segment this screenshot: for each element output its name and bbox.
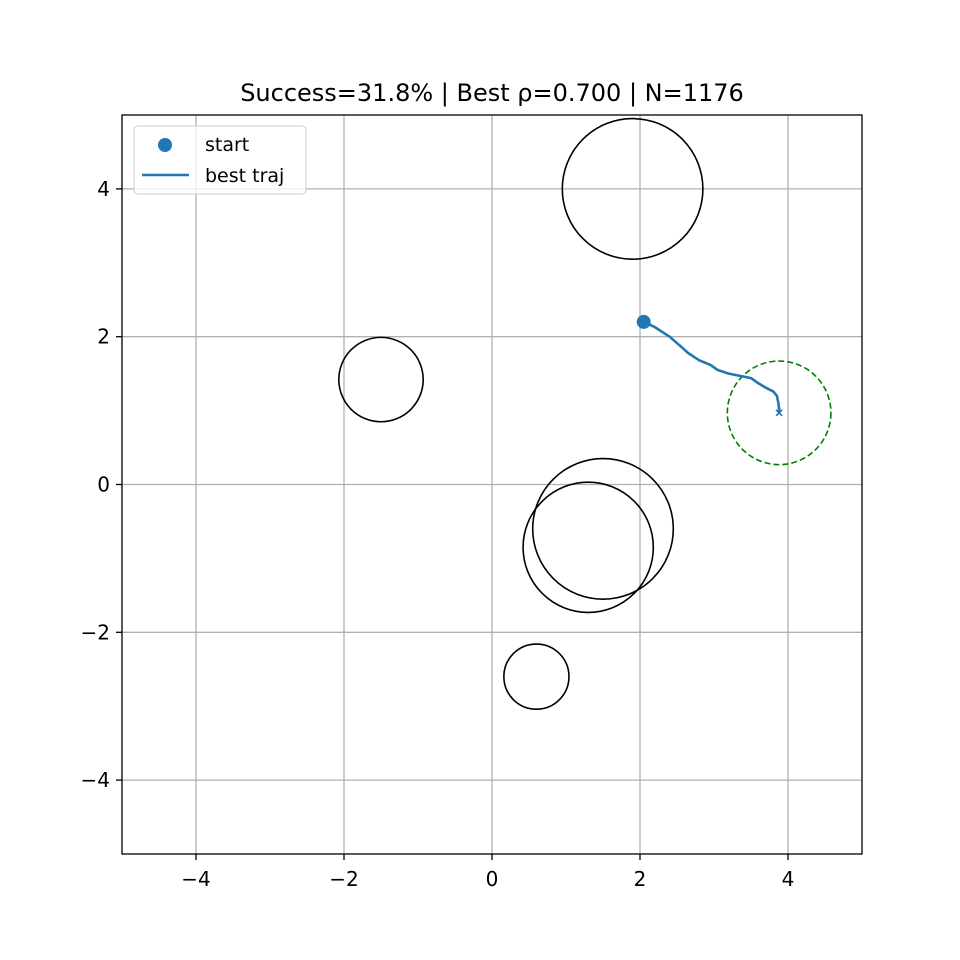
goal-region xyxy=(726,360,832,466)
obstacle-circle xyxy=(338,336,424,423)
start-marker xyxy=(636,314,651,329)
traj-end-marker xyxy=(775,409,783,417)
grid xyxy=(122,115,862,854)
chart-title: Success=31.8% | Best ρ=0.700 | N=1176 xyxy=(240,79,744,107)
start-point xyxy=(636,314,651,329)
y-tick-label: 0 xyxy=(97,473,110,497)
legend-start-dot xyxy=(158,138,172,152)
x-tick-label: 0 xyxy=(486,867,499,891)
best-traj-line xyxy=(642,320,781,415)
y-tick-label: −2 xyxy=(81,620,110,644)
legend-label-best-traj: best traj xyxy=(205,165,284,187)
x-tick-label: 4 xyxy=(782,867,795,891)
y-tick-label: 2 xyxy=(97,325,110,349)
obstacle-circle xyxy=(561,117,704,260)
y-tick-label: 4 xyxy=(97,177,110,201)
x-tick-label: 2 xyxy=(634,867,647,891)
best-trajectory xyxy=(642,320,783,417)
legend: start best traj xyxy=(133,125,307,195)
obstacle-circle xyxy=(522,481,655,614)
goal-circle xyxy=(726,360,832,466)
x-tick-label: −4 xyxy=(181,867,210,891)
y-tick-label: −4 xyxy=(81,768,110,792)
axis-ticks: −4 −2 0 2 4 −4 −2 0 2 4 xyxy=(81,177,795,891)
legend-frame xyxy=(133,125,307,195)
obstacle-circle xyxy=(503,643,570,711)
x-tick-label: −2 xyxy=(329,867,358,891)
legend-start-marker xyxy=(158,138,172,152)
legend-label-start: start xyxy=(205,134,249,156)
obstacle-circle xyxy=(531,457,675,600)
obstacles xyxy=(338,117,704,711)
